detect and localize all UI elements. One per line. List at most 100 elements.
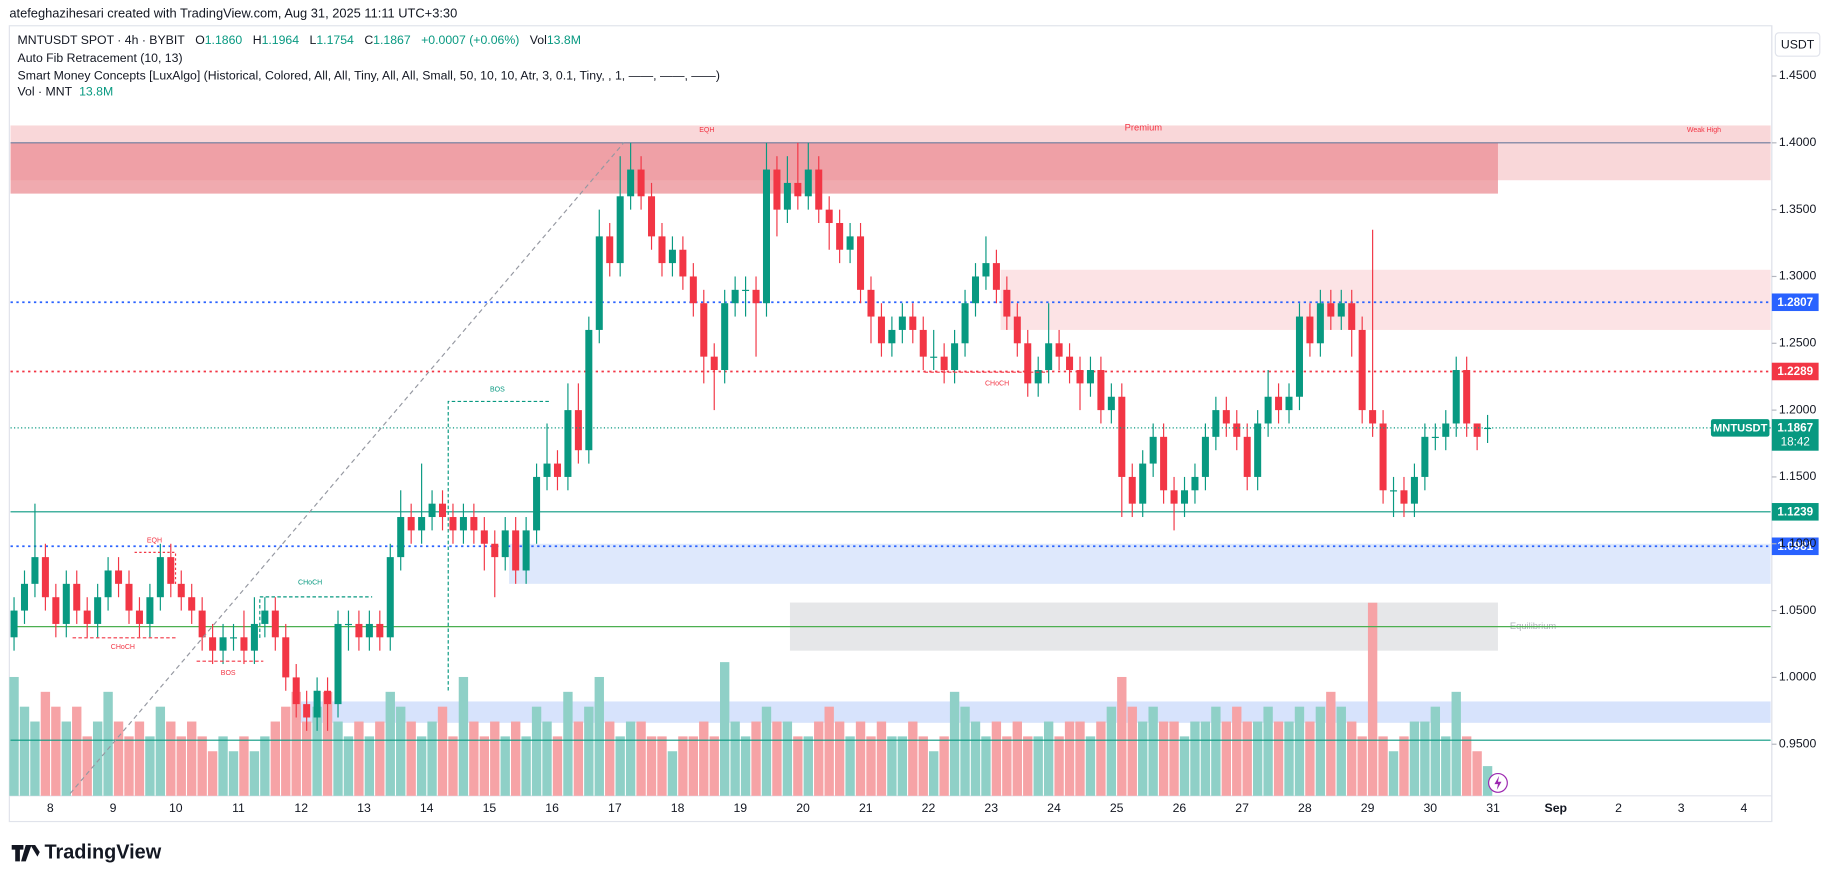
candle-body (1306, 316, 1314, 344)
volume-bar (1106, 706, 1117, 796)
volume-bar (9, 676, 19, 796)
change: +0.0007 (+0.06%) (421, 33, 519, 47)
price-label-box (1771, 503, 1819, 521)
volume-bar (1117, 676, 1127, 796)
x-tick-label: 20 (796, 801, 810, 815)
candle-body (1243, 436, 1251, 477)
volume-bar (1430, 706, 1441, 796)
volume-bar (448, 736, 458, 796)
volume-bar (908, 721, 918, 796)
volume-bar (814, 721, 824, 796)
volume-bar (897, 736, 908, 796)
volume-bar (730, 721, 740, 796)
volume-bar (218, 736, 228, 796)
candle-body (1463, 370, 1471, 424)
candle-body (700, 303, 708, 357)
candle-body (679, 249, 687, 277)
candle-body (1431, 436, 1439, 439)
volume-bar (291, 691, 301, 796)
volume-bar (176, 736, 186, 796)
candle-body (794, 182, 802, 197)
volume-bar (354, 721, 364, 796)
x-tick-label: 29 (1361, 801, 1375, 815)
x-tick-label: 12 (294, 801, 308, 815)
volume-bar (1179, 736, 1190, 796)
candle-body (512, 530, 520, 571)
volume-bar (92, 721, 103, 796)
candle-body (240, 637, 248, 651)
volume-bar (834, 721, 845, 796)
candle-body (1013, 316, 1021, 344)
ohlc-value: 1.1754 (316, 33, 354, 47)
volume-bar (970, 721, 981, 796)
volume-bar (751, 721, 761, 796)
candle-body (439, 503, 447, 518)
candle-body (888, 329, 896, 344)
x-tick-label: 26 (1173, 801, 1187, 815)
candle-body (1379, 423, 1387, 491)
volume-bar (1461, 736, 1472, 796)
volume-bar (678, 736, 688, 796)
volume-bar (1388, 751, 1399, 796)
volume-bar (333, 721, 343, 796)
symbol-label: MNTUSDT (1713, 422, 1768, 434)
candle-body (1337, 303, 1345, 317)
x-tick-label: 24 (1047, 801, 1061, 815)
candle-body (846, 236, 854, 250)
volume-bar (782, 721, 793, 796)
price-label-box (1771, 537, 1819, 556)
x-tick-label: 18 (671, 801, 685, 815)
candle-body (522, 530, 530, 571)
volume-legend-value: 13.8M (79, 85, 113, 99)
volume-bar (187, 721, 197, 796)
candle-body (146, 597, 154, 624)
volume-bar (1002, 736, 1012, 796)
candle-body (209, 637, 217, 651)
candle-body (637, 169, 645, 197)
volume-bar (427, 721, 437, 796)
volume-bar (145, 736, 155, 796)
candle-body (470, 517, 478, 531)
currency-button[interactable] (1774, 32, 1821, 57)
candle-body (1484, 427, 1492, 430)
candle-body (951, 343, 959, 371)
volume-bar (824, 706, 834, 796)
candle-body (313, 690, 321, 718)
candle-body (1055, 343, 1063, 357)
volume-bar (521, 736, 531, 796)
credit: atefeghazihesari created with TradingVie… (9, 5, 457, 20)
fib-trend-line (69, 142, 625, 794)
ohlc-label: H (253, 33, 262, 47)
candle-body (595, 236, 603, 330)
candle-body (303, 704, 311, 718)
candle-body (1212, 410, 1220, 437)
choch-line (259, 596, 373, 638)
volume-bar (803, 736, 813, 796)
volume-bar (1190, 721, 1200, 796)
annotation: BOS (490, 387, 505, 394)
candle-body (710, 356, 718, 371)
candle-body (41, 557, 49, 598)
candle-body (52, 597, 60, 624)
volume-bar (615, 736, 625, 796)
ohlc-value: 1.1964 (262, 33, 300, 47)
volume-bar (500, 736, 510, 796)
volume-bar (1064, 721, 1075, 796)
zone (10, 142, 1498, 194)
x-tick-label: Sep (1545, 801, 1568, 815)
currency[interactable]: USDT (1781, 37, 1815, 51)
candle-body (543, 463, 551, 477)
x-tick-label: 30 (1423, 801, 1437, 815)
x-tick-label: 17 (608, 801, 622, 815)
volume-bar (490, 721, 500, 796)
ohlc-label: C (364, 33, 373, 47)
candle-body (1358, 329, 1366, 411)
volume-bar (197, 736, 207, 796)
candle-body (292, 677, 300, 705)
candle-body (721, 303, 729, 371)
candle-body (386, 557, 394, 638)
volume-bar (343, 736, 354, 796)
candle-body (125, 583, 133, 611)
volume-bar (228, 751, 239, 796)
volume-legend: Vol · MNT 13.8M (18, 85, 114, 99)
